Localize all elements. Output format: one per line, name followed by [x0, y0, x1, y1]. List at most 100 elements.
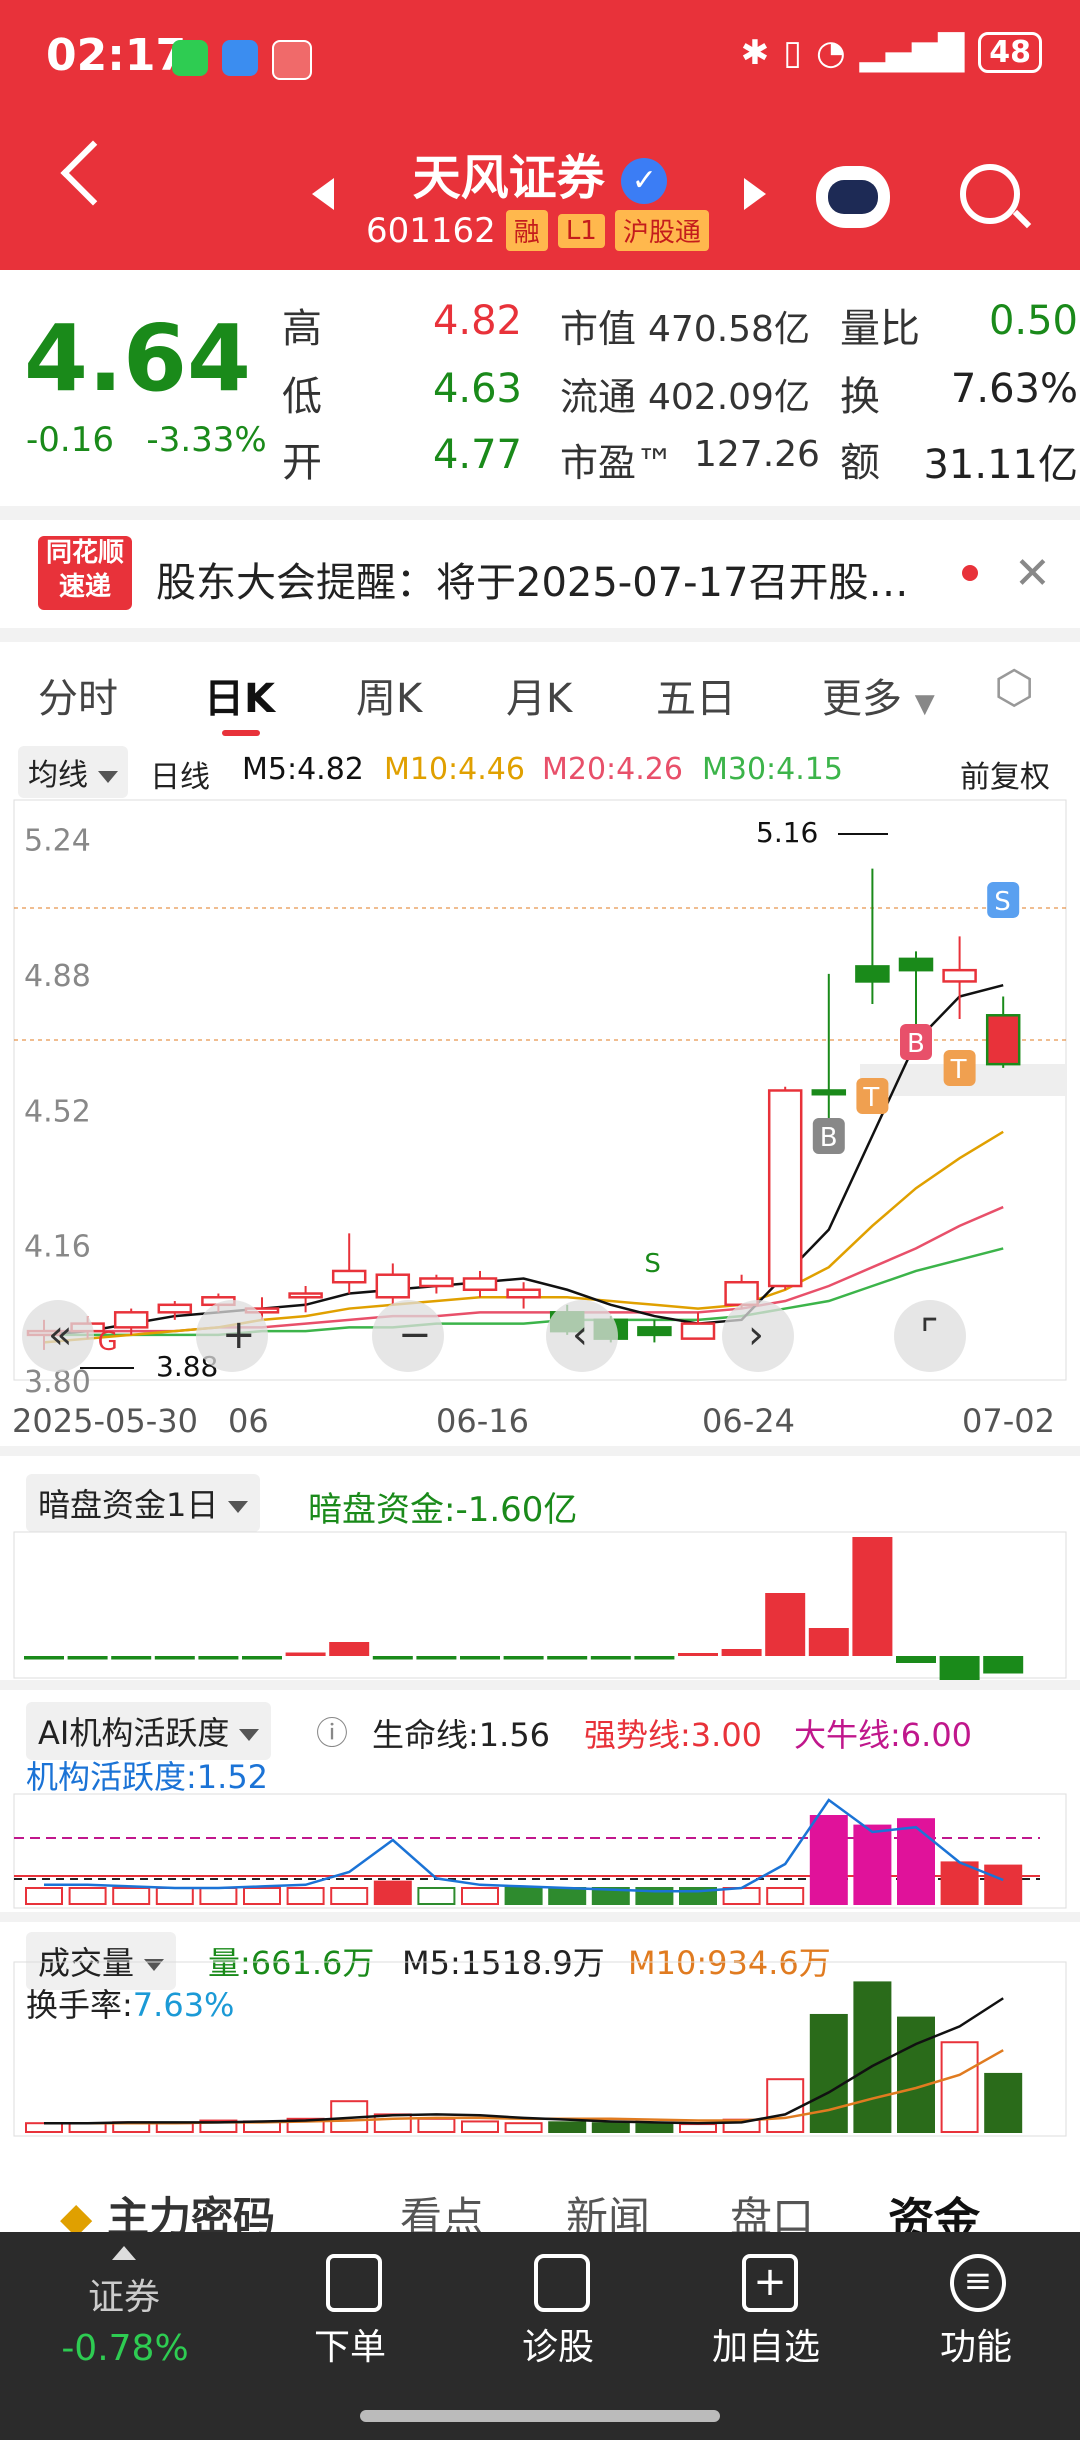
darkpool-bar: [242, 1656, 282, 1660]
volume-frame: [13, 1961, 1067, 2137]
volume-m10: M10:934.6万: [628, 1944, 831, 1982]
ai-bar: [766, 1887, 805, 1905]
next-stock-icon[interactable]: [744, 178, 766, 210]
darkpool-bar: [808, 1628, 849, 1656]
settings-icon[interactable]: ⬡: [994, 660, 1035, 714]
darkpool-selector[interactable]: 暗盘资金1日: [26, 1474, 261, 1532]
darkpool-bar: [67, 1656, 108, 1660]
darkpool-bar: [896, 1656, 936, 1663]
signal-t1: T: [862, 1083, 879, 1113]
ai-active-line: [44, 1798, 1004, 1893]
stock-code-row: 601162 融 L1 沪股通: [366, 210, 709, 251]
help-icon[interactable]: ⓘ: [316, 1714, 349, 1752]
pan-left-button[interactable]: [546, 1300, 618, 1372]
darkpool-bar: [939, 1656, 980, 1680]
volume-selector[interactable]: 成交量: [26, 1932, 177, 1990]
tab-monthly-k[interactable]: 月K: [506, 676, 573, 722]
pan-right-button[interactable]: [722, 1300, 794, 1372]
signal-s-small: S: [644, 1249, 661, 1279]
candle-body: [898, 957, 934, 972]
darkpool-bar: [460, 1656, 500, 1660]
ma-selector[interactable]: 均线: [18, 746, 128, 798]
darkpool-bar: [329, 1642, 370, 1656]
chevron-down-icon: ▼: [914, 689, 935, 719]
ai-bar: [591, 1887, 630, 1905]
volume-bar: [461, 2120, 499, 2134]
amount-label: 额: [840, 440, 880, 486]
huawei-icon: [272, 40, 312, 80]
ai-bar: [155, 1887, 194, 1905]
x-tick-label: 06-16: [436, 1402, 529, 1440]
order-icon[interactable]: [326, 2254, 382, 2312]
ai-bar: [112, 1887, 151, 1905]
pe-value: 127.26: [694, 434, 820, 475]
zoom-back-button[interactable]: [22, 1300, 94, 1372]
y-tick-label: 4.16: [24, 1230, 91, 1265]
open-label: 开: [282, 440, 322, 486]
ai-bar: [199, 1887, 238, 1905]
open-value: 4.77: [432, 432, 522, 478]
darkpool-bar: [285, 1652, 326, 1656]
candle-body: [942, 968, 977, 983]
ai-robot-icon[interactable]: [816, 166, 890, 228]
high-label: 高: [282, 306, 322, 352]
candle-body: [288, 1292, 323, 1299]
ai-bar: [548, 1887, 587, 1905]
candle-body: [419, 1277, 454, 1288]
turn-value: 7.63%: [950, 366, 1078, 412]
current-price: 4.64: [24, 305, 251, 412]
x-tick-label: 07-02: [962, 1402, 1055, 1440]
prev-stock-icon[interactable]: [312, 178, 334, 210]
darkpool-bar: [547, 1656, 588, 1660]
connect-tag: 沪股通: [614, 210, 709, 251]
signal-b2-bg: [900, 1024, 932, 1060]
ai-bar: [286, 1887, 325, 1905]
add-watchlist-icon[interactable]: +: [742, 2254, 798, 2312]
nav-diagnose[interactable]: 诊股: [521, 2327, 594, 2368]
fullscreen-button[interactable]: [894, 1300, 966, 1372]
y-tick-label: 4.88: [24, 959, 91, 994]
ai-selector[interactable]: AI机构活跃度: [26, 1702, 272, 1760]
ai-activity-chart: [13, 1793, 1067, 1909]
ai-frame: [13, 1793, 1067, 1909]
turn-label: 换: [840, 374, 880, 420]
low-value: 4.63: [432, 366, 522, 412]
ai-bar: [722, 1887, 761, 1905]
nav-order[interactable]: 下单: [313, 2327, 386, 2368]
candle-body: [855, 965, 890, 983]
bull-line: 大牛线:6.00: [794, 1716, 973, 1754]
darkpool-value: 暗盘资金:-1.60亿: [308, 1490, 578, 1530]
float-label: 流通: [560, 375, 637, 419]
expand-up-icon[interactable]: [112, 2246, 136, 2260]
signal-t2: T: [950, 1055, 967, 1085]
darkpool-chart: [13, 1531, 1067, 1680]
ai-bar: [330, 1887, 369, 1905]
close-icon[interactable]: ✕: [1014, 548, 1051, 599]
adjust-label[interactable]: 前复权: [960, 760, 1050, 795]
notice-text[interactable]: 股东大会提醒：将于2025-07-17召开股…: [156, 560, 909, 606]
volume-bar: [984, 2072, 1023, 2133]
tab-five-day[interactable]: 五日: [656, 676, 736, 722]
volume-bar: [68, 2122, 107, 2133]
nav-functions[interactable]: 功能: [939, 2327, 1012, 2368]
y-tick-label: 4.52: [24, 1094, 91, 1129]
mcap-value: 470.58亿: [648, 309, 810, 350]
ma10-value: M10:4.46: [384, 752, 525, 787]
vr-label: 量比: [840, 306, 920, 352]
zoom-out-button[interactable]: [372, 1300, 444, 1372]
diagnose-icon[interactable]: [534, 2254, 590, 2312]
nav-add-watchlist[interactable]: 加自选: [711, 2327, 820, 2368]
tab-more[interactable]: 更多 ▼: [822, 676, 935, 722]
tab-daily-k[interactable]: 日K: [204, 676, 275, 722]
tab-intraday[interactable]: 分时: [38, 676, 118, 722]
x-tick-label: 06: [228, 1402, 269, 1440]
darkpool-bar: [24, 1656, 64, 1660]
zoom-in-button[interactable]: [196, 1300, 268, 1372]
tab-weekly-k[interactable]: 周K: [356, 676, 423, 722]
sector-name[interactable]: 证券: [87, 2277, 160, 2318]
menu-icon[interactable]: ≡: [950, 2254, 1006, 2312]
chevron-left-icon: ‹: [572, 1312, 588, 1358]
home-indicator[interactable]: [360, 2410, 720, 2422]
search-icon[interactable]: [960, 164, 1020, 224]
